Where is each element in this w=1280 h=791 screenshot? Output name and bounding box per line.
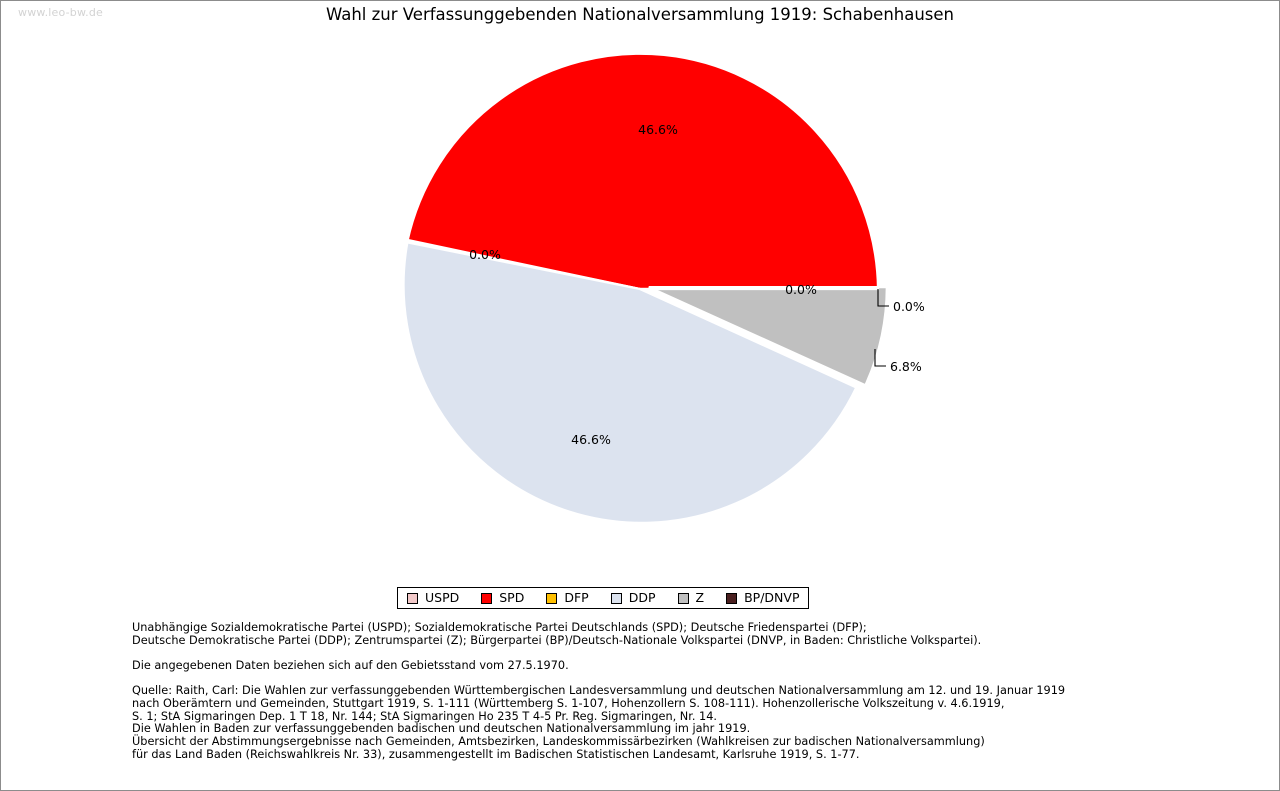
legend-label-ddp: DDP [628, 589, 656, 605]
legend-label-spd: SPD [499, 589, 525, 605]
legend-label-bpdnvp: BP/DNVP [744, 589, 800, 605]
leader-line-z [874, 349, 886, 367]
pie-chart-area: 46.6% 0.0% 46.6% 0.0% 0.0% 6.8% [1, 21, 1279, 571]
legend-item-spd[interactable]: SPD [481, 589, 525, 605]
footnote-source-line-1: Quelle: Raith, Carl: Die Wahlen zur verf… [132, 683, 1066, 697]
footnote-parties: Unabhängige Sozialdemokratische Partei (… [132, 621, 1232, 648]
legend-swatch-ddp [610, 592, 622, 604]
legend-item-bpdnvp[interactable]: BP/DNVP [726, 589, 800, 605]
pie-chart-svg: 46.6% 0.0% 46.6% 0.0% 0.0% 6.8% [402, 52, 925, 524]
legend-item-uspd[interactable]: USPD [407, 589, 460, 605]
pie-label-z: 6.8% [890, 359, 922, 374]
chart-legend: USPD SPD DFP DDP Z BP/DNVP [397, 587, 810, 609]
footnote-parties-line-1: Unabhängige Sozialdemokratische Partei (… [132, 621, 867, 634]
pie-slice-spd[interactable] [406, 52, 880, 291]
legend-label-z: Z [695, 589, 705, 605]
pie-label-ddp: 46.6% [571, 432, 611, 447]
legend-label-uspd: USPD [425, 589, 460, 605]
footnote-source-line-5: Übersicht der Abstimmungsergebnisse nach… [132, 735, 985, 749]
watermark-text: www.leo-bw.de [18, 6, 104, 19]
footnote-source-line-2: nach Oberämtern und Gemeinden, Stuttgart… [132, 696, 1005, 710]
footnotes: Unabhängige Sozialdemokratische Partei (… [132, 621, 1232, 762]
footnote-territory-line-1: Die angegebenen Daten beziehen sich auf … [132, 658, 569, 672]
legend-swatch-bpdnvp [726, 592, 738, 604]
pie-label-bpdnvp: 0.0% [893, 299, 925, 314]
pie-slice-ddp[interactable] [402, 241, 859, 524]
pie-slice-z[interactable] [648, 285, 888, 387]
pie-slice-bpdnvp[interactable] [639, 287, 880, 291]
legend-item-ddp[interactable]: DDP [610, 589, 656, 605]
footnote-source-line-3: S. 1; StA Sigmaringen Dep. 1 T 18, Nr. 1… [132, 709, 717, 723]
legend-swatch-dfp [546, 592, 558, 604]
footnote-territory: Die angegebenen Daten beziehen sich auf … [132, 658, 1232, 673]
pie-label-uspd: 0.0% [469, 247, 501, 262]
pie-label-spd: 46.6% [638, 122, 678, 137]
footnote-source: Quelle: Raith, Carl: Die Wahlen zur verf… [132, 683, 1232, 762]
legend-swatch-uspd [407, 592, 418, 604]
pie-label-dfp: 0.0% [785, 282, 817, 297]
page-title: Wahl zur Verfassunggebenden Nationalvers… [325, 5, 955, 24]
pie-slice-dfp[interactable] [639, 287, 860, 389]
pie-slice-z-group[interactable] [648, 285, 888, 387]
legend-swatch-spd [481, 592, 493, 604]
footnote-parties-line-2: Deutsche Demokratische Partei (DDP); Zen… [132, 633, 982, 647]
footnote-source-line-4: Die Wahlen in Baden zur verfassunggebend… [132, 722, 751, 736]
footnote-source-line-6: für das Land Baden (Reichswahlkreis Nr. … [132, 748, 860, 762]
legend-item-dfp[interactable]: DFP [546, 589, 589, 605]
leader-line-bpdnvp [877, 289, 889, 307]
legend-item-z[interactable]: Z [677, 589, 705, 605]
legend-label-dfp: DFP [564, 589, 589, 605]
legend-swatch-z [677, 592, 689, 604]
